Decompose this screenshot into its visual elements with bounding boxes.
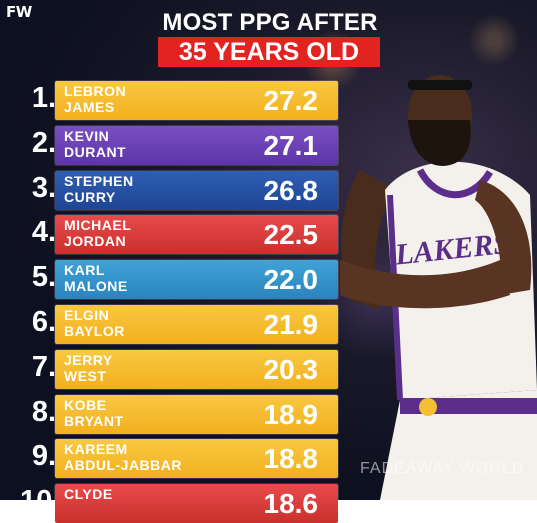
watermark: FADEAWAY WORLD xyxy=(360,460,525,477)
ppg-value: 21.9 xyxy=(263,309,319,340)
ppg-value: 20.3 xyxy=(263,353,319,385)
player-first-name: KAREEM xyxy=(64,441,128,458)
player-first-name: STEPHEN xyxy=(64,172,134,189)
player-last-name: DURANT xyxy=(64,143,127,160)
player-first-name: KARL xyxy=(64,262,105,279)
player-name: JERRY WEST xyxy=(64,352,113,384)
ppg-value: 22.5 xyxy=(263,219,319,251)
ppg-value: 27.1 xyxy=(263,129,319,161)
list-item: CLYDE 18.6 xyxy=(55,484,338,523)
list-item: JERRY WEST 20.3 xyxy=(55,349,338,389)
player-image: LAKERS xyxy=(340,75,537,500)
player-name: STEPHEN CURRY xyxy=(64,173,134,205)
rank-number: 7. xyxy=(31,350,56,383)
player-last-name: WEST xyxy=(64,367,107,384)
list-item: KARL MALONE 22.0 xyxy=(55,260,338,300)
player-last-name: BRYANT xyxy=(64,412,124,429)
player-last-name: JAMES xyxy=(64,99,115,115)
player-first-name: CLYDE xyxy=(64,486,113,503)
player-name: ELGIN BAYLOR xyxy=(64,307,125,339)
player-first-name: KEVIN xyxy=(64,127,110,144)
list-item: KOBE BRYANT 18.9 xyxy=(55,394,338,434)
list-item: MICHAEL JORDAN 22.5 xyxy=(55,215,338,255)
rank-number: 1. xyxy=(31,82,56,114)
ppg-value: 22.0 xyxy=(263,264,319,296)
player-first-name: JERRY xyxy=(64,351,113,368)
list-item: STEPHEN CURRY 26.8 xyxy=(55,170,338,210)
player-last-name: BAYLOR xyxy=(64,323,125,339)
rank-number: 6. xyxy=(31,306,56,338)
rank-number: 4. xyxy=(31,216,56,249)
player-name: KEVIN DURANT xyxy=(64,128,126,160)
page-subtitle: 35 YEARS OLD xyxy=(158,37,380,67)
player-last-name: JORDAN xyxy=(64,233,127,250)
rank-number: 5. xyxy=(31,261,56,294)
rank-number: 3. xyxy=(31,171,56,204)
rank-number: 10. xyxy=(20,485,61,518)
player-name: MICHAEL JORDAN xyxy=(64,217,131,249)
list-item: LEBRON JAMES 27.2 xyxy=(55,81,338,120)
player-last-name: MALONE xyxy=(64,278,128,295)
player-first-name: ELGIN xyxy=(64,307,110,323)
player-first-name: MICHAEL xyxy=(64,217,132,234)
player-first-name: LEBRON xyxy=(64,83,127,99)
rank-number: 2. xyxy=(31,126,56,159)
player-last-name: CURRY xyxy=(64,188,116,205)
player-last-name: ABDUL-JABBAR xyxy=(64,457,182,474)
list-item: ELGIN BAYLOR 21.9 xyxy=(55,305,338,344)
player-name: KAREEM ABDUL-JABBAR xyxy=(64,441,182,473)
ppg-value: 26.8 xyxy=(263,174,319,206)
list-item: KAREEM ABDUL-JABBAR 18.8 xyxy=(55,439,338,479)
player-name: KARL MALONE xyxy=(64,262,128,294)
brand-logo: FW xyxy=(6,3,32,21)
list-item: KEVIN DURANT 27.1 xyxy=(55,125,338,165)
ppg-value: 18.6 xyxy=(263,488,319,520)
player-name: LEBRON JAMES xyxy=(64,83,126,115)
rank-number: 8. xyxy=(31,395,56,428)
player-first-name: KOBE xyxy=(64,396,107,413)
rank-number: 9. xyxy=(31,440,56,473)
ppg-value: 18.9 xyxy=(263,398,319,430)
player-name: CLYDE xyxy=(64,486,113,502)
ppg-value: 18.8 xyxy=(263,443,319,475)
ppg-value: 27.2 xyxy=(263,85,319,116)
player-name: KOBE BRYANT xyxy=(64,397,124,429)
